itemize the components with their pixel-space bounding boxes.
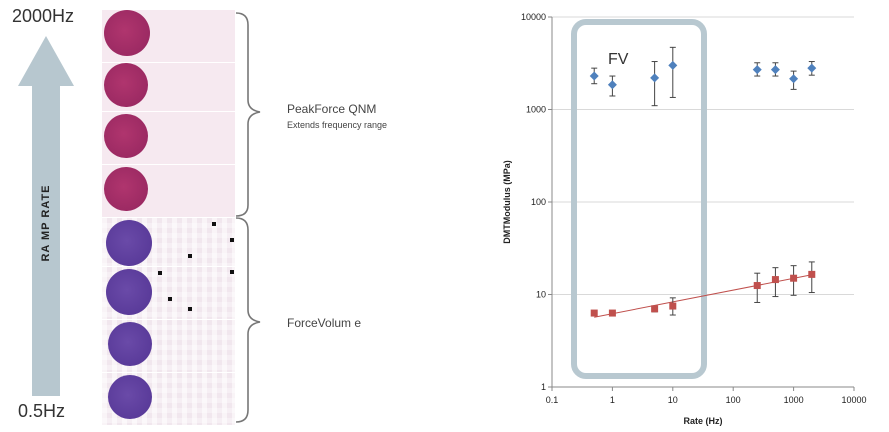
top-rate-unit: Hz (52, 6, 75, 26)
data-point-diamond (807, 63, 817, 73)
x-tick-label: 10 (668, 395, 678, 405)
x-tick-label: 10000 (841, 395, 866, 405)
annotation-layer: FV (571, 19, 707, 379)
peakforce-tile-2 (102, 63, 235, 111)
artifact-speck (188, 254, 192, 258)
y-axis-title: DMTModulus (MPa) (502, 160, 512, 244)
data-point-square (771, 276, 779, 284)
peakforce-dot (104, 63, 148, 107)
x-tick-label: 1 (610, 395, 615, 405)
forcevolume-tile-3 (102, 320, 235, 372)
data-point-square (753, 282, 761, 290)
ramp-arrow-head (18, 36, 74, 396)
series-layer (589, 46, 817, 318)
series-1 (589, 46, 817, 107)
x-tick-label: 100 (726, 395, 741, 405)
peakforce-brace-title: PeakForce QNM (287, 102, 377, 116)
y-tick-label: 10000 (521, 12, 546, 22)
y-tick-label: 1 (541, 382, 546, 392)
peakforce-brace (235, 12, 261, 217)
data-point-square (790, 274, 798, 282)
forcevolume-tile-1 (102, 218, 235, 266)
forcevolume-tile-2 (102, 267, 235, 319)
data-point-square (590, 309, 598, 317)
data-point-square (651, 305, 659, 313)
top-rate-label: 2000Hz (12, 6, 74, 27)
forcevolume-dot (108, 322, 152, 366)
bottom-rate-unit: Hz (43, 401, 66, 421)
peakforce-tile-4 (102, 165, 235, 217)
forcevolume-dot (108, 375, 152, 419)
peakforce-dot (104, 114, 148, 158)
artifact-speck (212, 222, 216, 226)
series-2 (590, 261, 816, 318)
ramp-rate-arrow (18, 36, 74, 396)
bottom-rate-value: 0.5 (18, 401, 44, 421)
data-point-diamond (589, 71, 599, 81)
peakforce-tile-1 (102, 10, 235, 62)
peakforce-dot (104, 10, 150, 56)
x-tick-label: 0.1 (546, 395, 559, 405)
y-tick-label: 1000 (526, 105, 546, 115)
fv-annotation: FV (608, 51, 629, 68)
x-axis-title: Rate (Hz) (683, 416, 722, 426)
data-point-diamond (752, 65, 762, 75)
artifact-speck (230, 238, 234, 242)
peakforce-brace-subtitle: Extends frequency range (287, 120, 388, 130)
data-point-diamond (770, 65, 780, 75)
data-point-square (608, 309, 616, 317)
artifact-speck (158, 271, 162, 275)
data-point-diamond (650, 73, 660, 83)
forcevolume-dot (106, 269, 152, 315)
data-point-diamond (668, 60, 678, 70)
data-point-diamond (789, 74, 799, 84)
forcevolume-dot (106, 220, 152, 266)
forcevolume-tile-4 (102, 373, 235, 425)
data-point-square (808, 270, 816, 278)
artifact-speck (230, 270, 234, 274)
bottom-rate-label: 0.5Hz (18, 401, 65, 422)
artifact-speck (168, 297, 172, 301)
y-tick-label: 10 (536, 290, 546, 300)
top-rate-value: 2000 (12, 6, 53, 26)
data-point-square (669, 302, 677, 310)
y-tick-label: 100 (531, 197, 546, 207)
fv-region-box (571, 19, 707, 379)
forcevolume-brace (235, 217, 261, 423)
peakforce-dot (104, 167, 148, 211)
artifact-speck (188, 307, 192, 311)
peakforce-tile-3 (102, 112, 235, 164)
forcevolume-brace-title: ForceVolum e (287, 316, 362, 330)
x-tick-label: 1000 (784, 395, 804, 405)
data-point-diamond (607, 80, 617, 90)
brace-graphics (235, 12, 261, 423)
